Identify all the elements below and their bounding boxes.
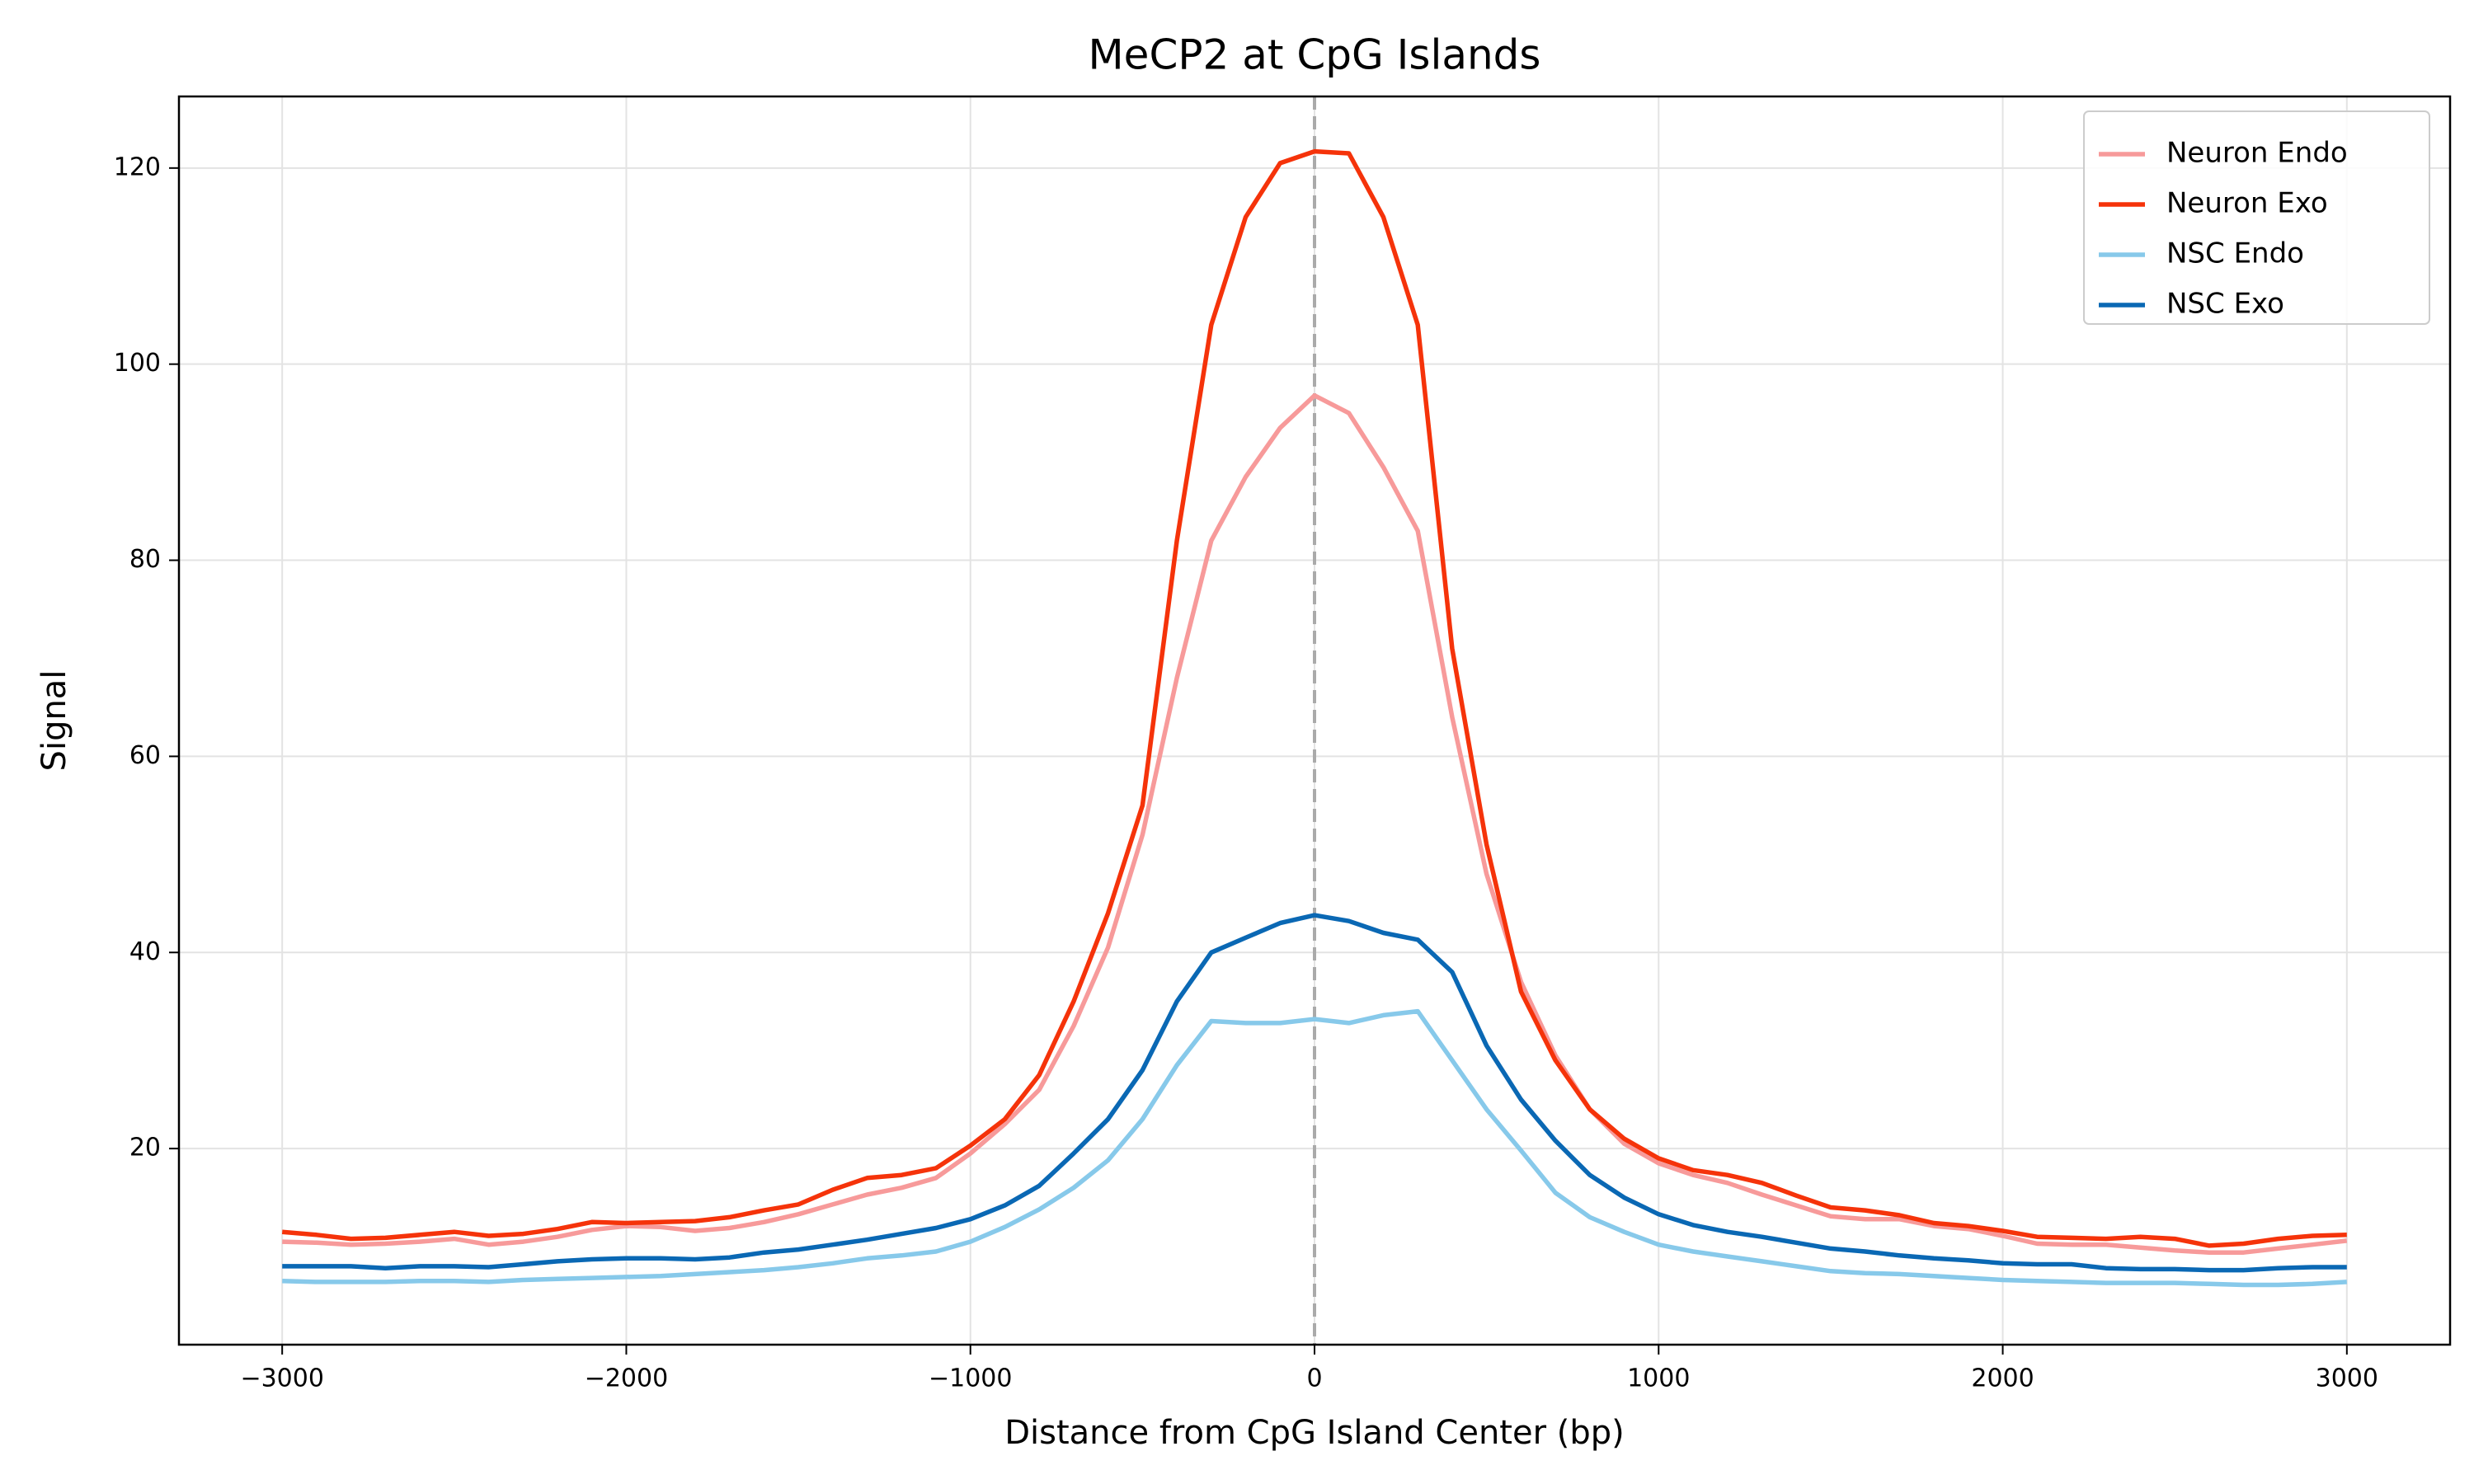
y-tick-label: 40 bbox=[129, 937, 161, 966]
x-tick-label: 0 bbox=[1306, 1364, 1322, 1393]
chart-title: MeCP2 at CpG Islands bbox=[1089, 31, 1541, 79]
x-tick-label: 2000 bbox=[1971, 1364, 2034, 1393]
x-tick-label: 1000 bbox=[1627, 1364, 1690, 1393]
legend-label: Neuron Endo bbox=[2166, 137, 2348, 170]
x-axis-label: Distance from CpG Island Center (bp) bbox=[1004, 1414, 1625, 1452]
legend-label: NSC Exo bbox=[2166, 288, 2284, 321]
legend-label: Neuron Exo bbox=[2166, 187, 2328, 220]
x-tick-label: −2000 bbox=[585, 1364, 668, 1393]
y-axis-label: Signal bbox=[35, 670, 73, 772]
line-series bbox=[282, 1008, 2347, 1288]
x-tick-label: −1000 bbox=[929, 1364, 1012, 1393]
y-tick-label: 120 bbox=[114, 153, 161, 181]
line-series bbox=[282, 392, 2348, 1255]
x-tick-label: 3000 bbox=[2316, 1364, 2378, 1393]
legend: Neuron Endo Neuron Exo NSC Endo NSC Exo bbox=[2083, 110, 2430, 325]
plot-frame bbox=[177, 95, 2452, 1346]
y-tick-label: 60 bbox=[129, 741, 161, 770]
x-tick-label: −3000 bbox=[240, 1364, 323, 1393]
legend-label: NSC Endo bbox=[2166, 237, 2304, 270]
y-tick-label: 100 bbox=[114, 349, 161, 378]
y-tick-label: 20 bbox=[129, 1134, 161, 1162]
legend-box bbox=[2083, 110, 2430, 325]
line-series bbox=[281, 148, 2347, 1248]
y-tick-label: 80 bbox=[129, 545, 161, 574]
line-series bbox=[282, 913, 2347, 1273]
